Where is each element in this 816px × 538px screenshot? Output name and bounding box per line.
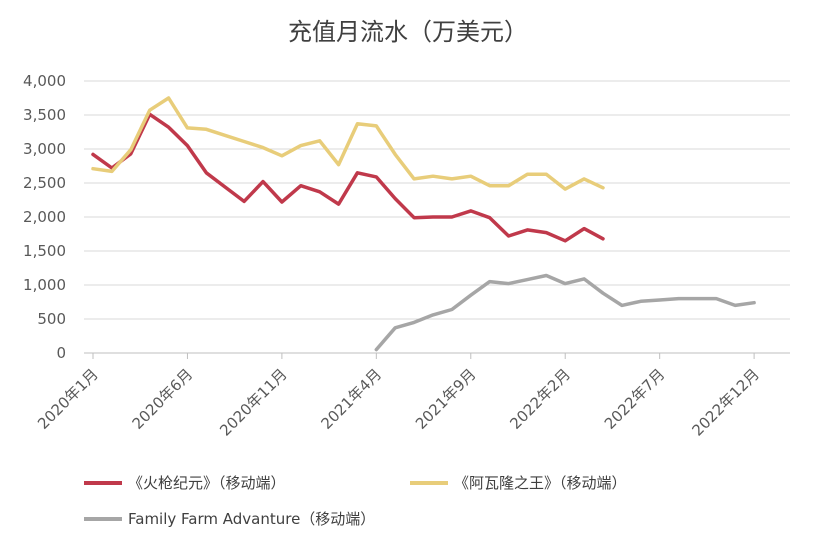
x-tick-label: 2022年7月 [601,365,669,433]
legend-item-series-3: Family Farm Advanture（移动端） [84,508,375,529]
y-tick-label: 1,000 [23,276,66,294]
x-tick-label: 2022年2月 [506,365,574,433]
legend-label-2: 《阿瓦隆之王》（移动端） [454,474,627,492]
y-tick-label: 3,500 [23,106,66,124]
chart-title: 充值月流水（万美元） [288,18,528,46]
y-tick-label: 0 [56,344,66,362]
x-tick-label: 2021年9月 [412,365,480,433]
series-line-1 [91,112,605,243]
y-tick-label: 1,500 [23,242,66,260]
legend-item-series-2: 《阿瓦隆之王》（移动端） [410,472,627,493]
y-tick-label: 500 [37,310,66,328]
x-tick-label: 2021年4月 [317,365,385,433]
y-tick-label: 4,000 [23,72,66,90]
legend-swatch-3 [84,516,122,521]
legend-swatch-1 [84,480,122,485]
legend-label-1: 《火枪纪元》（移动端） [128,474,286,492]
x-tick-label: 2020年1月 [34,365,102,433]
x-tick-label: 2020年11月 [216,365,290,439]
y-tick-label: 3,000 [23,140,66,158]
series-line-2 [91,96,605,191]
legend-swatch-2 [410,480,448,485]
legend-label-3: Family Farm Advanture（移动端） [128,510,376,528]
y-tick-label: 2,000 [23,208,66,226]
series-line-3 [374,273,756,352]
x-tick-label: 2022年12月 [689,365,763,439]
x-tick-label: 2020年6月 [129,365,197,433]
y-tick-label: 2,500 [23,174,66,192]
legend-item-series-1: 《火枪纪元》（移动端） [84,472,286,493]
